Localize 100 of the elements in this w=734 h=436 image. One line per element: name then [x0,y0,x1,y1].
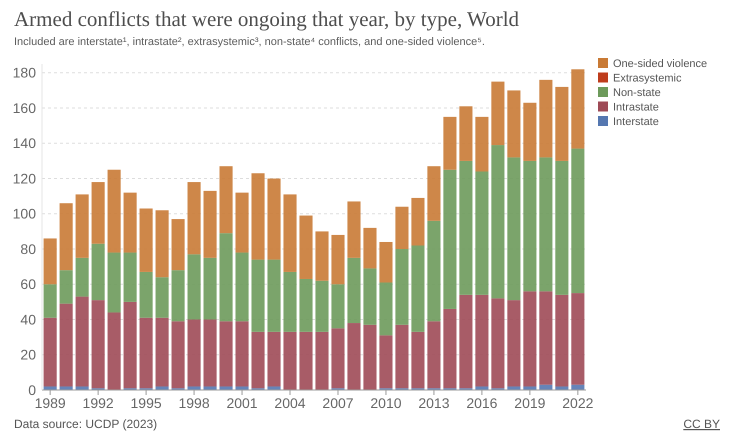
bar [156,277,169,318]
x-tick-label: 2013 [418,395,450,411]
y-tick-label: 180 [12,64,36,81]
y-tick-label: 60 [20,276,36,292]
legend-label: Interstate [613,116,659,128]
bar [507,90,520,158]
source-note: Data source: UCDP (2023) [14,417,158,431]
bar [108,252,121,312]
legend-label: Extrasystemic [613,72,682,84]
bar [76,296,89,386]
bar [539,384,552,390]
bar [539,80,552,158]
chart-title: Armed conflicts that were ongoing that year, by type, World [14,7,520,31]
bar [331,284,345,328]
y-tick-label: 20 [20,346,36,363]
bar [76,258,89,297]
bar [44,284,57,318]
bar [283,332,297,390]
bar [267,260,281,332]
bar [251,173,265,260]
bar [459,160,472,295]
y-tick-label: 0 [28,382,36,398]
x-tick-label: 1995 [130,395,162,411]
bar [172,270,185,322]
bar [555,160,568,295]
bar [92,182,105,244]
bar [475,171,488,295]
bar [60,304,73,386]
legend-label: Non-state [613,87,661,99]
bar [523,102,536,161]
bar [76,194,89,258]
bar [331,328,345,388]
bar [188,182,201,254]
x-tick-label: 2004 [274,395,306,411]
bar [140,272,153,318]
bar [459,294,472,388]
bar [92,300,105,388]
bar [539,291,552,385]
bar [108,312,121,390]
bar [235,192,249,253]
bar [124,302,137,388]
x-tick-label: 2022 [562,395,594,411]
bar [219,166,233,234]
x-tick-label: 1989 [34,395,66,411]
bar [395,206,409,250]
bar [315,332,329,390]
bar [571,293,584,385]
bar [555,86,568,161]
bar [539,157,552,292]
bar [283,272,297,332]
bar [283,194,297,272]
legend-label: Intrastate [613,102,659,114]
bar [60,270,73,304]
bar [379,242,393,283]
bar [475,294,488,386]
bar [475,116,488,172]
bar [411,246,424,332]
x-tick-label: 2019 [514,395,546,411]
bar [44,318,57,386]
bar [251,260,265,332]
bar [188,254,201,320]
bar [299,278,313,332]
bar [571,69,584,149]
bar [363,228,377,268]
bar [443,170,456,309]
y-tick-label: 160 [12,100,36,116]
bar [108,170,121,253]
bar [507,157,520,300]
bar [299,332,313,390]
bar [315,231,329,281]
bar [427,220,440,322]
y-tick-label: 40 [20,311,36,328]
bar [331,234,345,284]
bar [523,160,536,292]
bar [172,219,185,270]
bar [571,148,584,294]
bar [235,252,249,322]
bar [347,201,361,258]
bar [140,208,153,272]
bar [443,116,456,170]
y-tick-label: 140 [12,135,36,152]
bar [251,332,265,388]
bar [395,249,409,325]
y-tick-label: 80 [20,240,36,257]
bar [156,210,169,278]
bar [267,178,281,260]
x-tick-label: 2007 [322,395,354,411]
bar [443,308,456,388]
bar [347,258,361,324]
bar [363,324,377,390]
y-tick-label: 100 [12,206,36,222]
bar [459,106,472,161]
bar [507,300,520,386]
x-tick-label: 2001 [226,395,258,411]
bar [491,298,504,388]
bar [379,282,393,336]
bar [124,252,137,302]
bar [491,145,504,298]
x-tick-label: 1998 [178,395,210,411]
bar [363,268,377,325]
